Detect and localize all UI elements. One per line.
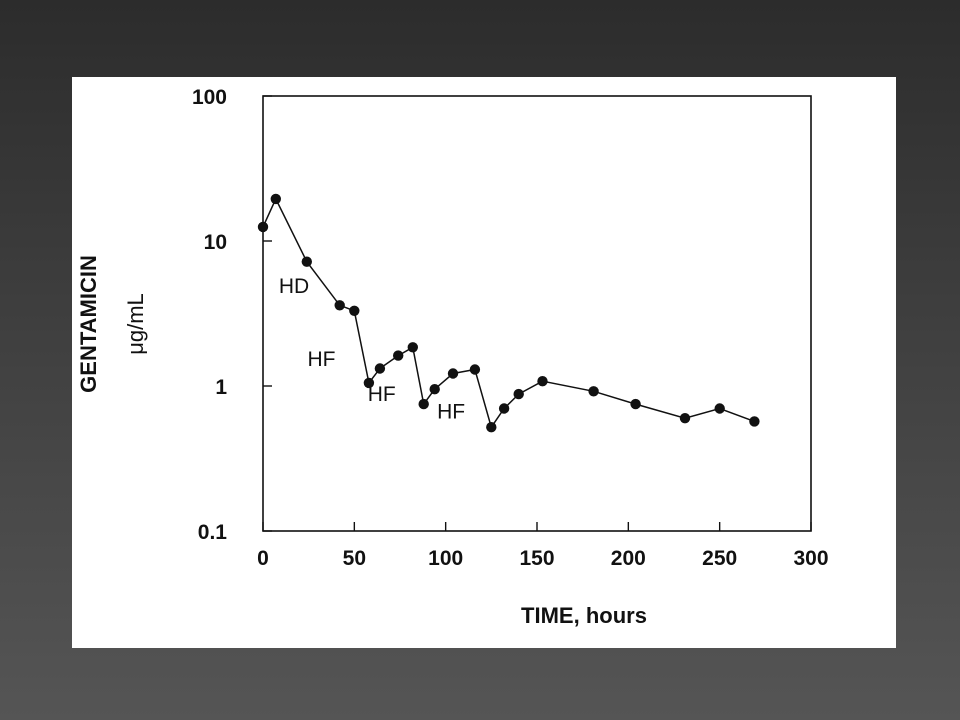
annotation-label: HD [279, 275, 309, 298]
y-tick-label: 100 [192, 86, 227, 109]
y-axis: 100 10 1 0.1 [192, 86, 272, 544]
data-point [513, 388, 524, 400]
data-point [257, 221, 269, 233]
data-point [537, 376, 548, 387]
y-tick-label: 1 [215, 376, 227, 399]
data-point [363, 377, 375, 389]
data-point [349, 305, 360, 316]
y-axis-title: GENTAMICIN [76, 255, 101, 393]
x-axis-title: TIME, hours [521, 603, 647, 628]
data-point [498, 403, 510, 414]
x-tick-label: 300 [793, 547, 828, 570]
series-line [262, 197, 755, 429]
data-point [749, 416, 760, 427]
x-tick-label: 150 [519, 547, 554, 570]
chart-panel: 100 10 1 0.1 0 50 100 150 200 250 300 HD HF HF HF TI… [72, 77, 896, 648]
data-point [429, 384, 440, 395]
data-point [588, 386, 599, 397]
data-point [418, 398, 429, 410]
x-tick-label: 100 [428, 547, 463, 570]
data-points [257, 193, 760, 433]
data-point [630, 398, 641, 410]
y-axis-unit: μg/mL [123, 293, 148, 355]
x-tick-label: 50 [343, 547, 366, 570]
x-axis: 0 50 100 150 200 250 300 [257, 522, 829, 570]
data-point [407, 342, 418, 353]
data-point [393, 350, 404, 361]
data-point [301, 256, 312, 267]
x-tick-label: 200 [611, 547, 646, 570]
x-tick-label: 0 [257, 547, 269, 570]
chart-svg: 100 10 1 0.1 0 50 100 150 200 250 300 HD HF HF HF TI… [76, 86, 829, 628]
data-point [334, 300, 345, 311]
annotation-label: HF [307, 348, 335, 371]
plot-frame [262, 95, 812, 532]
data-point [679, 413, 691, 424]
data-point [374, 363, 386, 374]
annotation-label: HF [437, 401, 465, 424]
data-point [270, 193, 281, 205]
x-tick-label: 250 [702, 547, 737, 570]
annotations: HD HF HF HF [279, 275, 465, 424]
annotation-label: HF [368, 383, 396, 406]
data-point [714, 403, 725, 414]
data-point [486, 422, 497, 433]
y-tick-label: 10 [204, 231, 227, 254]
data-point [447, 368, 459, 379]
data-point [469, 364, 481, 375]
y-tick-label: 0.1 [198, 521, 228, 544]
